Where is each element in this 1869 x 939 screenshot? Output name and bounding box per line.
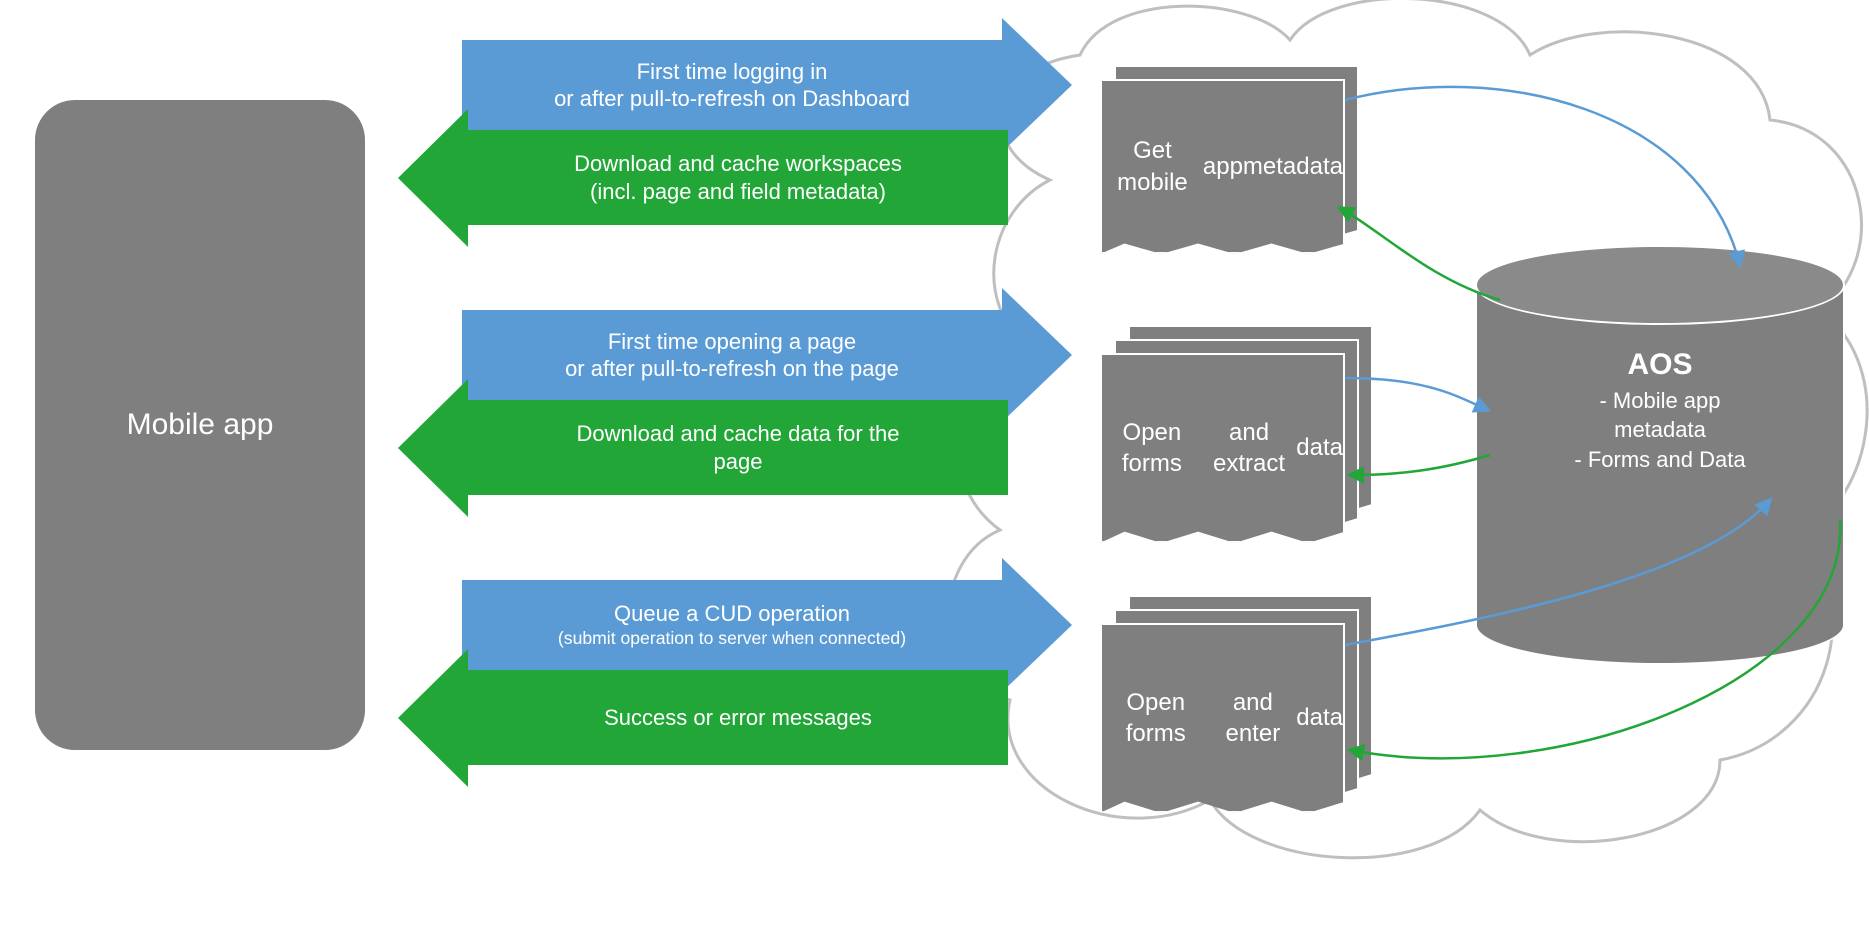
arrow-r2-blue-body: First time opening a page or after pull-…	[462, 310, 1002, 400]
diagram-stage: Mobile app First time logging in or afte…	[0, 0, 1869, 939]
arrow-r2-green-line1: Download and cache data for the	[577, 420, 900, 448]
arrow-r3-blue-body: Queue a CUD operation (submit operation …	[462, 580, 1002, 670]
arrow-r3-green-head	[398, 649, 468, 787]
proc-sheet-front: Open formsand enterdata	[1100, 623, 1345, 813]
arrow-r2-blue: First time opening a page or after pull-…	[462, 310, 1072, 400]
arrow-r3-blue-head	[1002, 558, 1072, 692]
cyl-line1: - Mobile app	[1475, 386, 1845, 416]
proc-sheet-front: Open formsand extractdata	[1100, 353, 1345, 543]
arrow-r1-green-body: Download and cache workspaces (incl. pag…	[468, 130, 1008, 225]
arrow-r2-green-head	[398, 379, 468, 517]
arrow-r2-green: Download and cache data for the page	[398, 400, 1008, 495]
cyl-line2: metadata	[1475, 415, 1845, 445]
arrow-r1-blue: First time logging in or after pull-to-r…	[462, 40, 1072, 130]
mobile-app-label: Mobile app	[127, 408, 274, 442]
arrow-r1-green-head	[398, 109, 468, 247]
arrow-r3-blue: Queue a CUD operation (submit operation …	[462, 580, 1072, 670]
arrow-r1-blue-line1: First time logging in	[637, 58, 828, 86]
cyl-title: AOS	[1475, 345, 1845, 386]
arrow-r2-blue-head	[1002, 288, 1072, 422]
proc-get-metadata: Get mobileappmetadata	[1100, 65, 1373, 268]
arrow-r2-blue-line2: or after pull-to-refresh on the page	[565, 355, 899, 383]
arrow-r2-green-line2: page	[714, 448, 763, 476]
arrow-r1-blue-body: First time logging in or after pull-to-r…	[462, 40, 1002, 130]
mobile-app-phone: Mobile app	[35, 100, 365, 750]
aos-cylinder: AOS - Mobile app metadata - Forms and Da…	[1475, 245, 1845, 665]
arrow-r2-green-body: Download and cache data for the page	[468, 400, 1008, 495]
arrow-r3-green: Success or error messages	[398, 670, 1008, 765]
arrow-r2-blue-line1: First time opening a page	[608, 328, 856, 356]
arrow-r3-green-line1: Success or error messages	[604, 704, 872, 732]
cyl-top-ellipse	[1475, 245, 1845, 325]
arrow-r1-green-line1: Download and cache workspaces	[574, 150, 902, 178]
arrow-r1-blue-head	[1002, 18, 1072, 152]
cyl-line3: - Forms and Data	[1475, 445, 1845, 475]
proc-open-enter: Open formsand enterdata	[1100, 595, 1387, 827]
arrow-r3-blue-line2: (submit operation to server when connect…	[558, 628, 906, 650]
arrow-r1-green-line2: (incl. page and field metadata)	[590, 178, 886, 206]
proc-open-extract: Open formsand extractdata	[1100, 325, 1387, 557]
proc-sheet-front: Get mobileappmetadata	[1100, 79, 1345, 254]
arrow-r1-blue-line2: or after pull-to-refresh on Dashboard	[554, 85, 910, 113]
curve-r1-blue	[1345, 87, 1740, 265]
arrow-r1-green: Download and cache workspaces (incl. pag…	[398, 130, 1008, 225]
cyl-text: AOS - Mobile app metadata - Forms and Da…	[1475, 345, 1845, 475]
arrow-r3-green-body: Success or error messages	[468, 670, 1008, 765]
arrow-r3-blue-line1: Queue a CUD operation	[614, 600, 850, 628]
